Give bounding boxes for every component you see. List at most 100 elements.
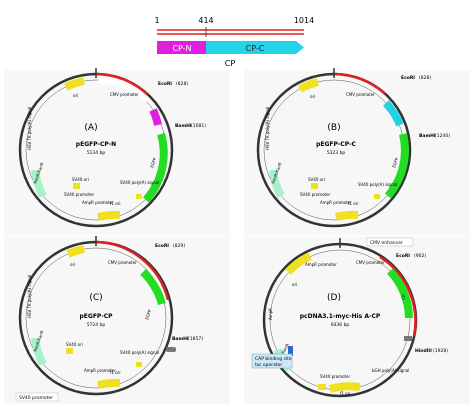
- panel-label-a: (A): [84, 123, 97, 133]
- plasmid-size-a: 5134 bp: [87, 150, 106, 156]
- feature-egfp-a: EGFP: [149, 156, 157, 168]
- site-ecori-c: EcoRI: [155, 243, 169, 249]
- panel-label-d: (D): [327, 293, 341, 303]
- sv40-box-d: [318, 384, 326, 390]
- callout-sv40-promoter-c: SV40 promoter: [19, 395, 53, 401]
- feature-hsv-b: HSV TK poly(A) signal: [265, 107, 270, 150]
- feature-sv40-promoter-d: SV40 promoter: [320, 374, 351, 379]
- callout-lac-d: lac operator: [255, 362, 282, 368]
- plasmid-name-d: pcDNA3.1-myc-His A-CP: [300, 313, 381, 320]
- feature-cp-d: CP: [400, 293, 407, 300]
- feature-cmv-d: CMV promoter: [356, 260, 385, 265]
- f1-arc-c: [97, 378, 121, 389]
- callout-box-top-d: [366, 237, 414, 247]
- callout-box-cap-d: [251, 353, 293, 369]
- plasmid-map-a: (A) pEGFP-CP-N 5134 bp EcoRI (828) BamHI…: [18, 68, 206, 228]
- feature-ampr-promoter-d: AmpR promoter: [305, 262, 337, 267]
- ori-arc-b: [298, 78, 320, 93]
- feature-cmv-c: CMV promoter: [108, 260, 137, 265]
- feature-egfp-b: EGFP: [391, 156, 399, 168]
- ori-arc-a: [64, 77, 85, 91]
- feature-ampr-promoter-a: AmpR promoter: [82, 200, 114, 205]
- feature-hsv-a: HSV TK poly(A) signal: [27, 107, 32, 150]
- egfp-arc-b: [384, 133, 409, 199]
- f1-arc-b: [335, 210, 359, 221]
- site-bamhi-a: BamHI: [175, 123, 192, 129]
- sv40-ori-box-b: [311, 183, 318, 189]
- vector-highlight-c: [95, 240, 170, 301]
- feature-hsv-c: HSV TK poly(A) signal: [27, 275, 32, 318]
- site-ecori-d: EcoRI: [396, 253, 410, 259]
- cp-n-label: CP-N: [172, 44, 191, 53]
- panel-label-c: (C): [89, 293, 102, 303]
- ori-arc-d: [285, 252, 312, 275]
- plasmid-map-b: (B) pEGFP-CP-C 5323 bp EcoRI (828) BamHI…: [256, 68, 450, 228]
- panel-d-background: [244, 236, 470, 404]
- f1-arc-a: [97, 210, 121, 221]
- scale-end-label: 1014: [294, 16, 314, 25]
- polya-box-b: [374, 194, 380, 199]
- plasmid-name-a: pEGFP-CP-N: [76, 141, 116, 148]
- sv40-ori-box-a: [73, 183, 80, 189]
- feature-f1-ori-d: f1 ori: [340, 391, 350, 396]
- feature-f1-ori-a: f1 ori: [110, 201, 120, 206]
- small-marker-c: [166, 347, 176, 352]
- scale-start-label: 1: [154, 16, 159, 25]
- ori-arc-c: [66, 245, 85, 258]
- cp-label: CP: [225, 59, 236, 68]
- feature-sv40-promoter-b: SV40 promoter: [300, 192, 331, 197]
- site-ecori-pos-c: (829): [173, 243, 185, 249]
- site-ecori-pos-d: (902): [414, 253, 426, 259]
- site-ecori-pos-b: (828): [419, 75, 431, 81]
- feature-ori-a: ori: [73, 93, 78, 98]
- sv40-ori-box-c: [66, 348, 73, 354]
- plasmid-size-c: 5724 bp: [87, 322, 106, 328]
- panel-b-background: [244, 70, 470, 235]
- feature-egfp-c: EGFP: [144, 308, 152, 320]
- neo-arc-a: [31, 169, 47, 198]
- inner-ring-c: [25, 247, 167, 389]
- feature-polya-b: SV40 poly(A) signal: [358, 182, 397, 187]
- feature-f1-ori-c: f1 ori: [110, 370, 120, 375]
- feature-ampr-promoter-b: AmpR promoter: [320, 200, 352, 205]
- site-bamhi-pos-c: (1857): [188, 336, 203, 342]
- site-ecori-a: EcoRI: [158, 81, 172, 87]
- cp-c-segment: [206, 41, 304, 54]
- callout-cap-d: CAP binding site: [255, 356, 292, 362]
- cap-marker-d: [288, 346, 293, 356]
- site-bamhi-b: BamHI: [419, 133, 436, 139]
- vector-highlight-d: [379, 255, 417, 337]
- site-hindiii-d: HindIII: [415, 348, 432, 354]
- cp-c-label: CP-C: [246, 44, 265, 53]
- callout-box-c: [15, 392, 59, 402]
- plasmid-name-b: pEGFP-CP-C: [316, 141, 356, 148]
- neo-arc-b: [269, 169, 285, 198]
- neo-arc-c: [31, 337, 47, 366]
- f1-arc-d: [328, 382, 361, 393]
- feature-sv40-ori-a: SV40 ori: [72, 177, 89, 182]
- polya-box-c: [136, 362, 142, 367]
- feature-polya-a: SV40 poly(A) signal: [120, 180, 159, 185]
- site-bamhi-pos-b: (1240): [435, 133, 450, 139]
- vector-highlight-b: [333, 72, 386, 95]
- feature-cmv-b: CMV promoter: [346, 92, 375, 97]
- feature-cmv-a: CMV promoter: [110, 92, 139, 97]
- site-ecori-pos-a: (828): [176, 81, 188, 87]
- feature-bgh-d: bGH poly(A) signal: [372, 368, 409, 373]
- cmv-arc-a: [97, 78, 149, 103]
- callout-cmv-enhancer-d: CMV enhancer: [370, 240, 403, 246]
- plasmid-map-d: (D) pcDNA3.1-myc-His A-CP 6436 bp EcoRI …: [251, 237, 448, 398]
- polya-box-a: [136, 194, 142, 199]
- feature-sv40-promoter-a: SV40 promoter: [64, 192, 95, 197]
- site-hindiii-pos-d: (1928): [433, 348, 448, 354]
- cp-n-segment: [157, 41, 206, 54]
- plasmid-name-c: pEGFP-CP: [80, 313, 114, 320]
- site-bamhi-c: BamHI: [172, 336, 189, 342]
- plasmid-size-b: 5323 bp: [327, 150, 346, 156]
- cp-n-arc: [149, 108, 162, 126]
- cp-arc-d: [386, 268, 413, 319]
- vector-highlight-a: [95, 72, 148, 95]
- feature-sv40-ori-c: SV40 ori: [66, 342, 83, 347]
- cp-c-arc: [382, 100, 404, 127]
- feature-f1-ori-b: f1 ori: [348, 201, 358, 206]
